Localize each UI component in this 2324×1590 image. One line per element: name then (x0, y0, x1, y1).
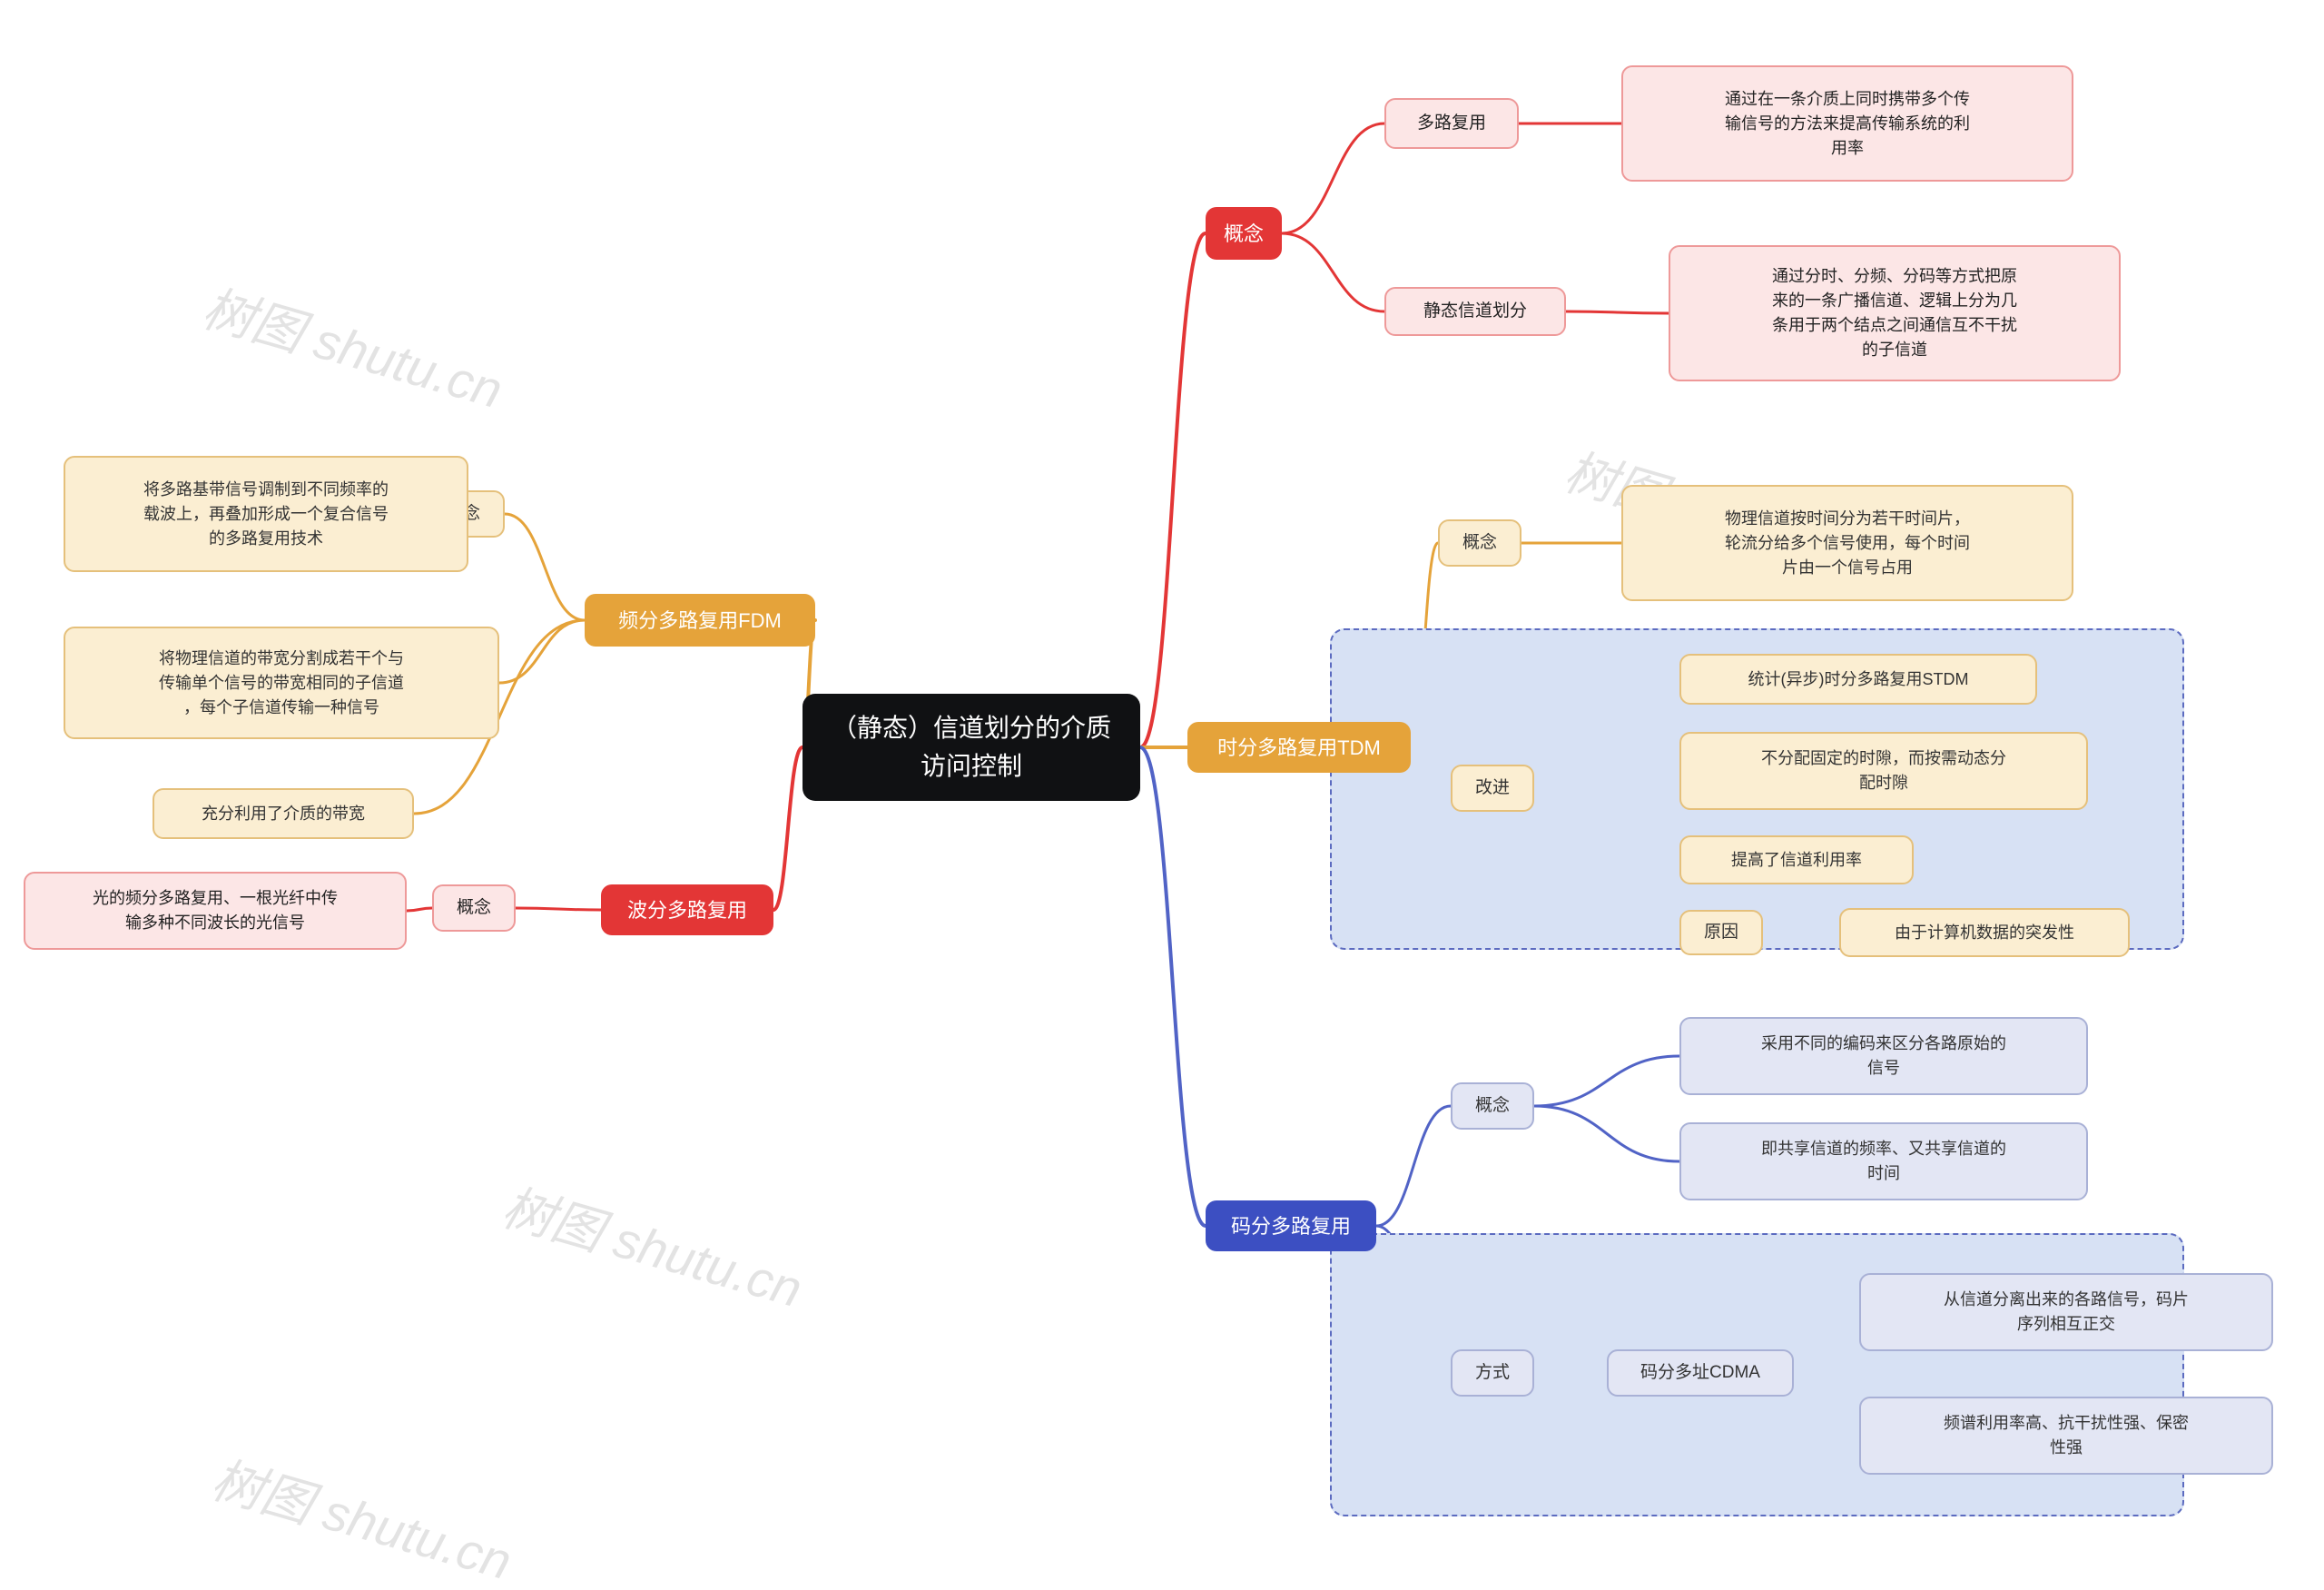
node-tdm-concept-desc[interactable]: 物理信道按时间分为若干时间片， 轮流分给多个信号使用，每个时间 片由一个信号占用 (1621, 485, 2073, 601)
node-cdm-concept-1[interactable]: 采用不同的编码来区分各路原始的 信号 (1679, 1017, 2088, 1095)
node-wdm[interactable]: 波分多路复用 (601, 884, 773, 935)
node-cdm-concept-2[interactable]: 即共享信道的频率、又共享信道的 时间 (1679, 1122, 2088, 1200)
node-tdm-concept[interactable]: 概念 (1438, 519, 1521, 567)
node-tdm-improve[interactable]: 改进 (1451, 765, 1534, 812)
node-tdm-reason-desc[interactable]: 由于计算机数据的突发性 (1839, 908, 2130, 957)
node-fdm[interactable]: 频分多路复用FDM (585, 594, 815, 647)
node-root[interactable]: （静态）信道划分的介质 访问控制 (803, 694, 1140, 801)
node-cdm-method[interactable]: 方式 (1451, 1349, 1534, 1397)
node-wdm-concept-desc[interactable]: 光的频分多路复用、一根光纤中传 输多种不同波长的光信号 (24, 872, 407, 950)
node-cdma[interactable]: 码分多址CDMA (1607, 1349, 1794, 1397)
node-tdm-eff[interactable]: 提高了信道利用率 (1679, 835, 1914, 884)
node-stdm[interactable]: 统计(异步)时分多路复用STDM (1679, 654, 2037, 705)
node-fdm-split[interactable]: 将物理信道的带宽分割成若干个与 传输单个信号的带宽相同的子信道 ，每个子信道传输… (64, 627, 499, 739)
watermark: 树图 shutu.cn (495, 1167, 811, 1322)
node-cdma-2[interactable]: 频谱利用率高、抗干扰性强、保密 性强 (1859, 1397, 2273, 1475)
node-static-ch[interactable]: 静态信道划分 (1384, 287, 1566, 336)
node-fdm-concept-desc[interactable]: 将多路基带信号调制到不同频率的 载波上，再叠加形成一个复合信号 的多路复用技术 (64, 456, 468, 572)
node-cdm-concept[interactable]: 概念 (1451, 1082, 1534, 1130)
mindmap-canvas: 树图 shutu.cn树图 shutu.cn树图 shutu.cn树图 shut… (0, 0, 2324, 1590)
node-static-ch-desc[interactable]: 通过分时、分频、分码等方式把原 来的一条广播信道、逻辑上分为几 条用于两个结点之… (1669, 245, 2121, 381)
node-mux[interactable]: 多路复用 (1384, 98, 1519, 149)
node-fdm-util[interactable]: 充分利用了介质的带宽 (153, 788, 414, 839)
node-tdm-dyn[interactable]: 不分配固定的时隙，而按需动态分 配时隙 (1679, 732, 2088, 810)
node-tdm-reason[interactable]: 原因 (1679, 910, 1763, 955)
node-cdm[interactable]: 码分多路复用 (1206, 1200, 1376, 1251)
node-cdma-1[interactable]: 从信道分离出来的各路信号，码片 序列相互正交 (1859, 1273, 2273, 1351)
watermark: 树图 shutu.cn (195, 268, 511, 423)
node-concept[interactable]: 概念 (1206, 207, 1282, 260)
node-wdm-concept[interactable]: 概念 (432, 884, 516, 932)
node-mux-desc[interactable]: 通过在一条介质上同时携带多个传 输信号的方法来提高传输系统的利 用率 (1621, 65, 2073, 182)
node-tdm[interactable]: 时分多路复用TDM (1187, 722, 1411, 773)
watermark: 树图 shutu.cn (204, 1439, 520, 1590)
